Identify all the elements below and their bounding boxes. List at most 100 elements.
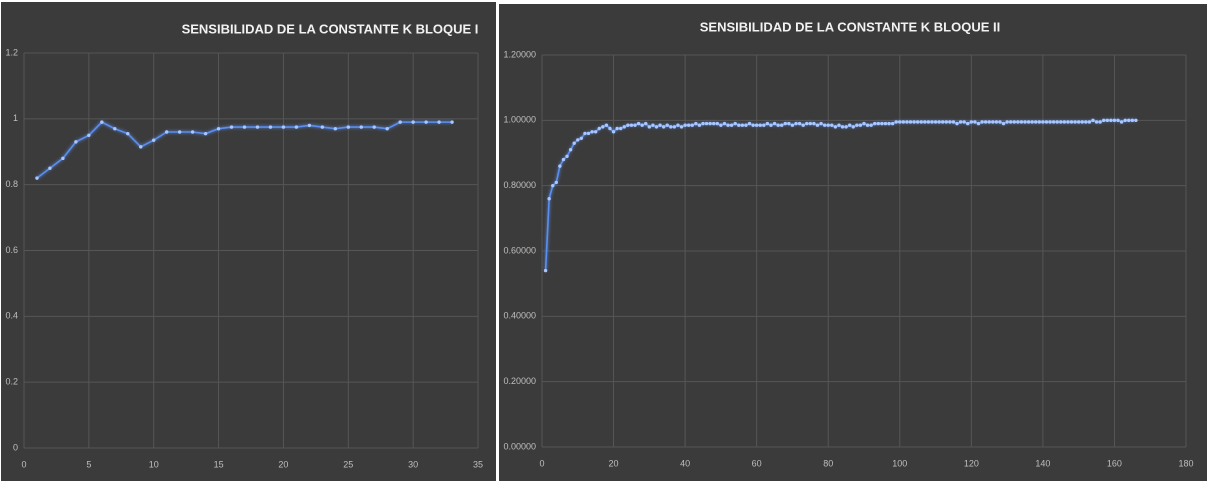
- data-point: [1105, 118, 1109, 123]
- x-tick-label: 120: [964, 458, 979, 468]
- data-point: [651, 123, 655, 127]
- data-point: [765, 121, 770, 126]
- data-point: [762, 123, 766, 127]
- data-point: [633, 123, 637, 127]
- data-point: [783, 121, 787, 126]
- data-point: [958, 120, 963, 124]
- data-point: [769, 123, 773, 127]
- data-point: [772, 121, 777, 126]
- data-point: [973, 120, 977, 124]
- data-point: [597, 126, 601, 131]
- data-point: [647, 125, 652, 129]
- x-tick-label: 100: [892, 458, 907, 468]
- data-point: [826, 123, 830, 127]
- data-point: [586, 131, 591, 136]
- data-point: [1112, 118, 1117, 123]
- data-point: [1109, 118, 1113, 123]
- data-point: [801, 123, 805, 127]
- data-point: [1087, 120, 1092, 124]
- data-point: [87, 133, 91, 137]
- x-tick-label: 35: [473, 459, 483, 469]
- data-point: [676, 123, 680, 127]
- data-point: [626, 123, 630, 127]
- data-point: [851, 125, 855, 129]
- data-point: [1062, 120, 1067, 124]
- data-point: [1012, 120, 1016, 124]
- data-point: [601, 125, 605, 129]
- data-point: [1123, 118, 1127, 123]
- data-point: [837, 123, 841, 127]
- y-tick-label: 0.60000: [503, 245, 536, 255]
- data-point: [744, 123, 748, 127]
- data-point: [758, 123, 762, 127]
- data-point: [715, 121, 720, 126]
- data-point: [661, 125, 666, 129]
- data-point: [776, 123, 780, 127]
- data-point: [1055, 120, 1059, 124]
- data-point: [847, 123, 852, 127]
- data-point: [894, 120, 898, 124]
- data-point: [229, 125, 234, 129]
- data-point: [737, 123, 741, 127]
- y-tick-label: 0.8: [5, 179, 18, 189]
- data-point: [869, 123, 873, 127]
- data-point: [1001, 121, 1006, 126]
- data-point: [385, 127, 389, 131]
- x-tick-label: 0: [21, 459, 26, 469]
- data-point: [615, 126, 619, 131]
- data-point: [822, 123, 827, 127]
- data-point: [726, 123, 730, 127]
- data-point: [611, 130, 616, 134]
- data-point: [152, 138, 156, 142]
- data-point: [966, 121, 970, 126]
- data-point: [61, 156, 65, 161]
- data-point: [905, 120, 909, 124]
- data-point: [1059, 120, 1063, 124]
- data-point: [346, 125, 350, 129]
- x-tick-label: 140: [1035, 458, 1050, 468]
- data-point: [805, 121, 809, 126]
- data-point: [858, 123, 863, 127]
- y-tick-label: 0.80000: [503, 180, 536, 190]
- x-tick-label: 40: [680, 458, 690, 468]
- data-point: [1026, 120, 1031, 124]
- data-point: [568, 148, 573, 152]
- data-point: [547, 197, 551, 201]
- data-point: [987, 120, 991, 124]
- data-point: [890, 121, 895, 126]
- data-point: [1134, 118, 1138, 123]
- data-point: [1041, 120, 1045, 124]
- y-tick-label: 1.00000: [503, 115, 536, 125]
- data-point: [701, 121, 705, 126]
- data-point: [915, 120, 920, 124]
- x-tick-label: 30: [408, 459, 418, 469]
- data-point: [640, 123, 644, 127]
- data-point: [551, 183, 555, 188]
- data-point: [622, 125, 626, 129]
- data-point: [672, 125, 677, 129]
- data-point: [1008, 120, 1013, 124]
- data-point: [901, 120, 906, 124]
- data-point: [579, 136, 584, 140]
- data-point: [164, 130, 169, 134]
- data-point: [281, 125, 286, 129]
- data-point: [844, 125, 848, 129]
- data-point: [908, 120, 913, 124]
- data-point: [704, 121, 709, 126]
- data-point: [1130, 118, 1135, 123]
- data-point: [955, 121, 959, 126]
- data-point: [1034, 120, 1038, 124]
- y-tick-label: 0.6: [5, 245, 18, 255]
- data-point: [268, 125, 273, 129]
- data-point: [1084, 120, 1088, 124]
- data-point: [372, 125, 376, 129]
- data-point: [983, 120, 988, 124]
- data-point: [424, 120, 428, 124]
- data-point: [411, 120, 415, 124]
- data-point: [1080, 120, 1084, 124]
- data-point: [747, 121, 752, 126]
- data-point: [969, 120, 974, 124]
- data-point: [719, 123, 723, 127]
- data-point: [100, 120, 104, 124]
- data-point: [359, 125, 363, 129]
